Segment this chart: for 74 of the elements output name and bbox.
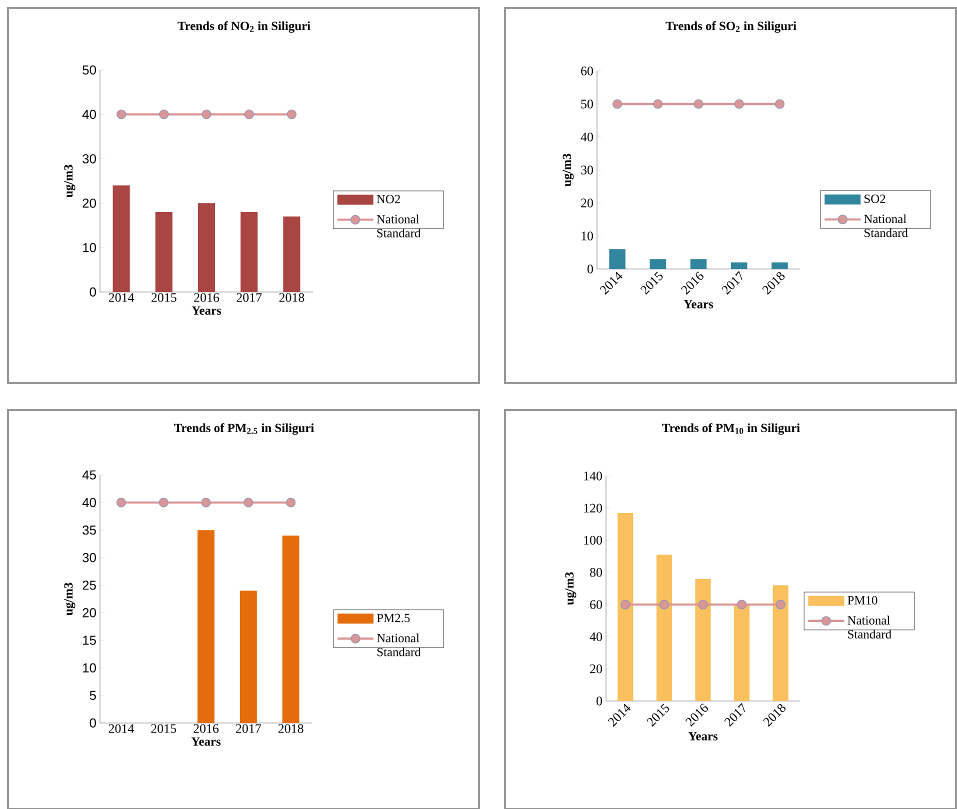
y-tick-label: 10 xyxy=(83,663,96,672)
legend-label: National Standard xyxy=(376,214,421,238)
chart-title: Trends of PM$_{2.5}$ in Siliguri xyxy=(174,423,314,435)
legend-label: PM2.5 xyxy=(376,614,410,622)
x-tick-label: 2015 xyxy=(152,293,176,302)
x-axis-title: Years xyxy=(192,306,222,315)
x-tick-label: 2014 xyxy=(108,293,134,302)
chart-title: Trends of PM$_{10}$ in Siliguri xyxy=(662,423,800,435)
bar xyxy=(618,512,634,701)
bar xyxy=(609,249,626,269)
y-tick-label: 40 xyxy=(590,632,602,642)
bar xyxy=(772,262,788,269)
x-tick-label: 2014 xyxy=(108,724,134,733)
y-tick-label: 45 xyxy=(82,470,96,480)
x-tick-label: 2015 xyxy=(151,724,176,733)
bar xyxy=(695,578,711,701)
legend-label: SO2 xyxy=(864,194,886,204)
y-axis-title: ug/m3 xyxy=(565,572,576,605)
y-tick-label: 40 xyxy=(82,498,96,508)
x-tick-label: 2016 xyxy=(194,724,219,733)
bar xyxy=(240,590,257,723)
y-tick-label: 15 xyxy=(83,636,96,645)
y-tick-label: 30 xyxy=(82,154,96,164)
x-tick-label: 2018 xyxy=(279,293,304,302)
bar xyxy=(734,604,750,701)
y-tick-label: 0 xyxy=(588,264,593,274)
y-axis-title: ug/m3 xyxy=(64,164,76,198)
y-tick-label: 60 xyxy=(581,66,593,76)
x-axis-title: Years xyxy=(684,300,714,308)
y-tick-label: 120 xyxy=(584,504,602,512)
bar xyxy=(690,259,707,269)
y-tick-label: 50 xyxy=(581,100,593,108)
y-tick-label: 40 xyxy=(580,132,593,142)
x-axis-title: Years xyxy=(688,732,718,740)
y-tick-label: 20 xyxy=(590,664,602,674)
x-tick-label: 2018 xyxy=(278,724,304,733)
y-tick-label: 10 xyxy=(582,232,593,240)
bar xyxy=(650,259,666,269)
y-tick-label: 0 xyxy=(90,287,96,297)
y-tick-label: 140 xyxy=(584,472,602,480)
y-axis-title: ug/m3 xyxy=(562,154,574,186)
legend-label: National Standard xyxy=(376,634,421,656)
x-tick-label: 2017 xyxy=(236,724,261,733)
x-tick-label: 2017 xyxy=(236,293,262,302)
y-tick-label: 0 xyxy=(90,718,96,728)
legend-label: PM10 xyxy=(848,596,878,604)
x-tick-label: 2016 xyxy=(194,293,220,302)
y-axis-title: ug/m3 xyxy=(64,582,76,616)
bar xyxy=(730,262,748,269)
y-tick-label: 20 xyxy=(82,608,96,618)
x-axis-title: Years xyxy=(191,737,221,746)
y-tick-label: 60 xyxy=(590,600,602,609)
y-tick-label: 40 xyxy=(82,110,96,119)
y-tick-label: 35 xyxy=(82,526,96,535)
bar xyxy=(198,530,214,723)
y-tick-label: 25 xyxy=(82,580,96,590)
y-tick-label: 0 xyxy=(596,696,602,706)
y-tick-label: 30 xyxy=(82,553,96,562)
bar xyxy=(656,554,672,701)
y-tick-label: 100 xyxy=(584,536,602,545)
bar xyxy=(282,536,300,723)
bar xyxy=(772,585,788,701)
y-tick-label: 80 xyxy=(590,568,602,577)
y-tick-label: 20 xyxy=(581,198,593,208)
chart-title: Trends of NO$_{2}$ in Siliguri xyxy=(178,21,310,33)
y-tick-label: 10 xyxy=(83,242,96,252)
legend-label: NO2 xyxy=(376,194,400,204)
y-tick-label: 50 xyxy=(82,65,96,75)
y-tick-label: 30 xyxy=(581,166,593,174)
chart-title: Trends of SO$_{2}$ in Siliguri xyxy=(666,21,796,33)
y-tick-label: 20 xyxy=(82,198,96,208)
y-tick-label: 5 xyxy=(90,690,96,700)
legend-label: National Standard xyxy=(864,214,908,238)
legend-label: National Standard xyxy=(848,616,892,639)
